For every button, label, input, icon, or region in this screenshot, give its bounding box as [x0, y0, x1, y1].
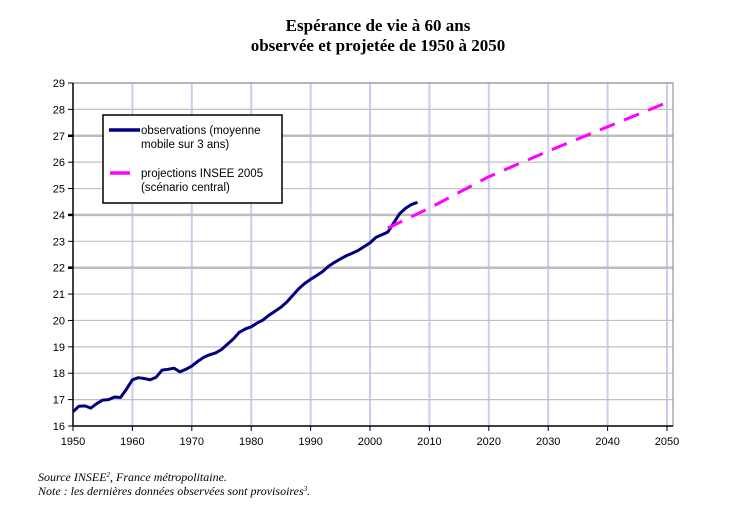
series-line-projections: [387, 101, 668, 230]
note-text: Note : les dernières données observées s…: [38, 484, 304, 498]
provisional-note: Note : les dernières données observées s…: [38, 484, 310, 498]
y-tick-label: 18: [53, 368, 65, 380]
x-tick-label: 2020: [477, 436, 501, 448]
chart-subtitle: observée et projetée de 1950 à 2050: [250, 36, 506, 55]
y-tick-label: 28: [53, 104, 65, 116]
chart-title: Espérance de vie à 60 ans: [285, 16, 471, 35]
y-tick-label: 17: [53, 395, 65, 407]
axis-ticks: [68, 82, 668, 431]
x-tick-label: 2050: [655, 436, 679, 448]
x-tick-label: 1950: [61, 436, 85, 448]
y-tick-label: 22: [53, 263, 65, 275]
note-footnote-ref: 3: [303, 485, 308, 493]
y-tick-label: 19: [53, 342, 65, 354]
x-tick-label: 1960: [120, 436, 144, 448]
y-tick-label: 29: [53, 78, 65, 90]
x-tick-label: 2040: [595, 436, 619, 448]
y-tick-label: 21: [53, 289, 65, 301]
legend-label-projections-line1: projections INSEE 2005: [141, 168, 263, 180]
series-lines: [71, 101, 668, 413]
y-tick-label: 25: [53, 184, 65, 196]
y-tick-label: 20: [53, 315, 65, 327]
note-rest: .: [307, 484, 311, 498]
series-line-observations: [71, 200, 419, 413]
x-tick-label: 1990: [298, 436, 322, 448]
x-axis-tick-labels: 1950 1960 1970 1980 1990 2000 2010 2020 2030 2040…: [61, 436, 679, 448]
legend: observations (moyenne mobile sur 3 ans) …: [102, 114, 283, 204]
source-text: Source INSEE: [38, 470, 107, 484]
legend-label-observations-line1: observations (moyenne: [141, 125, 261, 137]
y-axis-tick-labels: 16 17 18 19 20 21 22 23 24 25 26 27 28 29: [53, 78, 65, 433]
axes: [72, 83, 673, 427]
x-tick-label: 1980: [239, 436, 263, 448]
legend-label-observations-line2: mobile sur 3 ans): [141, 139, 229, 151]
x-tick-label: 2010: [417, 436, 441, 448]
x-tick-label: 2030: [536, 436, 560, 448]
x-tick-label: 1970: [180, 436, 204, 448]
y-tick-label: 23: [53, 236, 65, 248]
source-footnote-ref: 2: [106, 471, 111, 479]
x-tick-label: 2000: [358, 436, 382, 448]
source-rest: , France métropolitaine.: [110, 470, 227, 484]
y-tick-label: 27: [53, 131, 65, 143]
y-tick-label: 26: [53, 157, 65, 169]
y-tick-label: 16: [53, 421, 65, 433]
source-note: Source INSEE2, France métropolitaine.: [38, 470, 227, 484]
legend-label-projections-line2: (scénario central): [141, 182, 230, 194]
y-tick-label: 24: [53, 210, 65, 222]
